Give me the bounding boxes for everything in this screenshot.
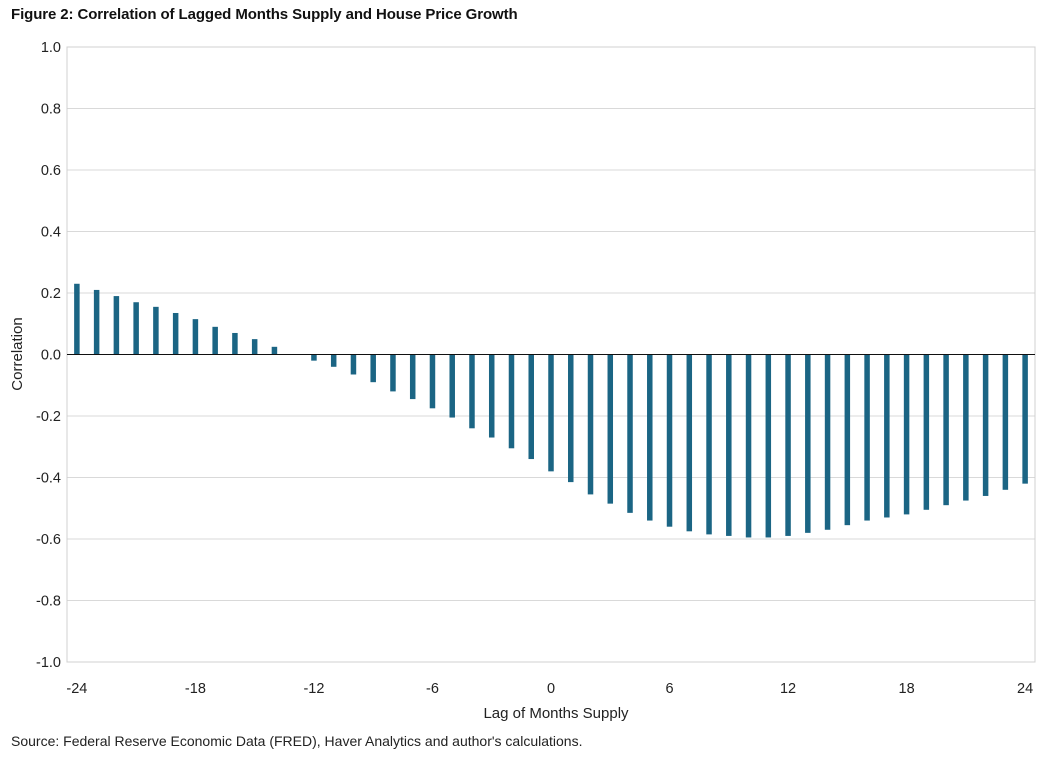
bar	[370, 354, 376, 383]
bar	[627, 354, 633, 513]
x-tick-label: 0	[547, 681, 555, 697]
bar	[74, 283, 80, 355]
x-tick-label: 6	[665, 681, 673, 697]
bar	[409, 354, 416, 400]
bar-series	[74, 283, 1028, 538]
x-tick-label: 12	[780, 681, 796, 697]
bar	[923, 354, 930, 510]
bar	[903, 354, 910, 515]
bar	[824, 354, 831, 530]
bar	[943, 354, 949, 506]
x-tick-label: -18	[185, 681, 206, 697]
bar	[192, 319, 199, 355]
bar	[1002, 354, 1009, 490]
bar	[449, 354, 455, 418]
bar	[765, 354, 772, 538]
bar	[805, 354, 811, 533]
bar	[607, 354, 614, 504]
bar	[864, 354, 870, 521]
x-axis-title: Lag of Months Supply	[483, 705, 629, 722]
x-tick-label: -6	[426, 681, 439, 697]
bar	[666, 354, 673, 527]
bar	[251, 339, 258, 355]
bar	[350, 354, 357, 375]
bar	[844, 354, 851, 526]
bar	[153, 306, 159, 355]
y-tick-label: 1.0	[41, 40, 61, 56]
bar	[884, 354, 890, 518]
bar-chart: 1.0 0.8 0.6 0.4 0.2 0.0 -0.2 -0.4 -0.6 -0.8 -1.0 -…	[9, 40, 1036, 722]
bar	[726, 354, 732, 536]
bar	[212, 326, 218, 355]
bar	[647, 354, 653, 521]
bar	[568, 354, 574, 483]
y-tick-label: -0.4	[36, 471, 61, 487]
bar	[172, 312, 179, 355]
y-tick-label: 0.4	[41, 225, 61, 241]
bar	[390, 354, 396, 392]
x-tick-label: -24	[66, 681, 87, 697]
bar	[311, 354, 317, 361]
y-tick-label: 0.2	[41, 286, 61, 302]
x-tick-label: 18	[899, 681, 915, 697]
x-axis-ticks: -24 -18 -12 -6 0 6 12 18 24	[66, 681, 1033, 697]
x-tick-label: -12	[303, 681, 324, 697]
bar	[686, 354, 693, 532]
bar	[93, 289, 100, 355]
bar	[528, 354, 534, 460]
y-tick-label: -0.6	[36, 532, 61, 548]
bar	[488, 354, 495, 438]
bar	[330, 354, 337, 367]
bar	[271, 346, 278, 355]
y-tick-label: 0.8	[41, 102, 61, 118]
bar	[982, 354, 989, 496]
y-tick-label: -0.2	[36, 409, 61, 425]
chart-title: Figure 2: Correlation of Lagged Months S…	[11, 6, 518, 23]
x-tick-label: 24	[1017, 681, 1033, 697]
bar	[133, 302, 139, 355]
bar	[745, 354, 752, 538]
bar	[587, 354, 594, 495]
bar	[785, 354, 791, 536]
bar	[232, 332, 238, 355]
bar	[508, 354, 515, 449]
bar	[113, 296, 120, 355]
bar	[963, 354, 969, 501]
y-tick-label: -1.0	[36, 655, 61, 671]
bar	[429, 354, 436, 409]
bar	[706, 354, 712, 535]
source-note: Source: Federal Reserve Economic Data (F…	[11, 733, 583, 749]
y-tick-label: 0.6	[41, 163, 61, 179]
bar	[469, 354, 475, 429]
y-axis-ticks: 1.0 0.8 0.6 0.4 0.2 0.0 -0.2 -0.4 -0.6 -0.8 -1.0	[36, 40, 61, 671]
y-tick-label: 0.0	[41, 348, 61, 364]
y-axis-title: Correlation	[9, 317, 26, 390]
bar	[548, 354, 554, 472]
bar	[1022, 354, 1028, 484]
y-tick-label: -0.8	[36, 594, 61, 610]
